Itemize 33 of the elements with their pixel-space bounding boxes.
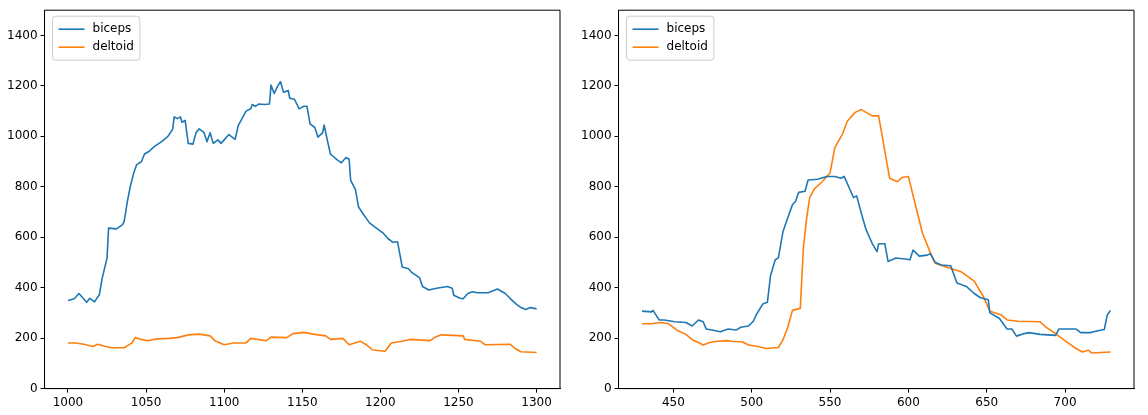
x-tick-label: 500 [740, 394, 764, 409]
x-tick-label: 1300 [521, 394, 552, 409]
y-tick-label: 0 [603, 380, 612, 395]
y-tick-label: 400 [588, 279, 612, 294]
x-tick-label: 450 [661, 394, 685, 409]
x-tick-label: 700 [1053, 394, 1077, 409]
legend-label: deltoid [92, 39, 134, 54]
y-tick-label: 1000 [580, 128, 612, 143]
x-tick-label: 1050 [130, 394, 162, 409]
y-tick-label: 400 [14, 279, 38, 294]
x-tick-label: 650 [975, 394, 999, 409]
y-tick-label: 800 [588, 178, 612, 193]
y-tick-label: 600 [588, 229, 612, 244]
y-tick-label: 1000 [6, 128, 38, 143]
y-tick-label: 200 [588, 330, 612, 345]
y-tick-label: 1400 [580, 27, 612, 42]
y-tick-label: 1200 [6, 78, 38, 92]
y-tick-label: 600 [14, 229, 38, 244]
y-tick-label: 1200 [580, 78, 612, 92]
x-tick-label: 1150 [287, 394, 318, 409]
x-tick-label: 1000 [52, 394, 84, 409]
legend-label: biceps [92, 21, 132, 36]
x-tick-label: 1250 [443, 394, 474, 409]
x-tick-label: 1100 [208, 394, 240, 409]
legend-label: deltoid [666, 39, 708, 54]
x-tick-label: 1200 [365, 394, 396, 409]
legend-label: biceps [666, 21, 706, 36]
x-tick-label: 550 [818, 394, 842, 409]
y-tick-label: 1400 [6, 27, 38, 42]
y-tick-label: 800 [14, 178, 38, 193]
x-tick-label: 600 [896, 394, 920, 409]
y-tick-label: 0 [29, 380, 38, 395]
y-tick-label: 200 [14, 330, 38, 345]
